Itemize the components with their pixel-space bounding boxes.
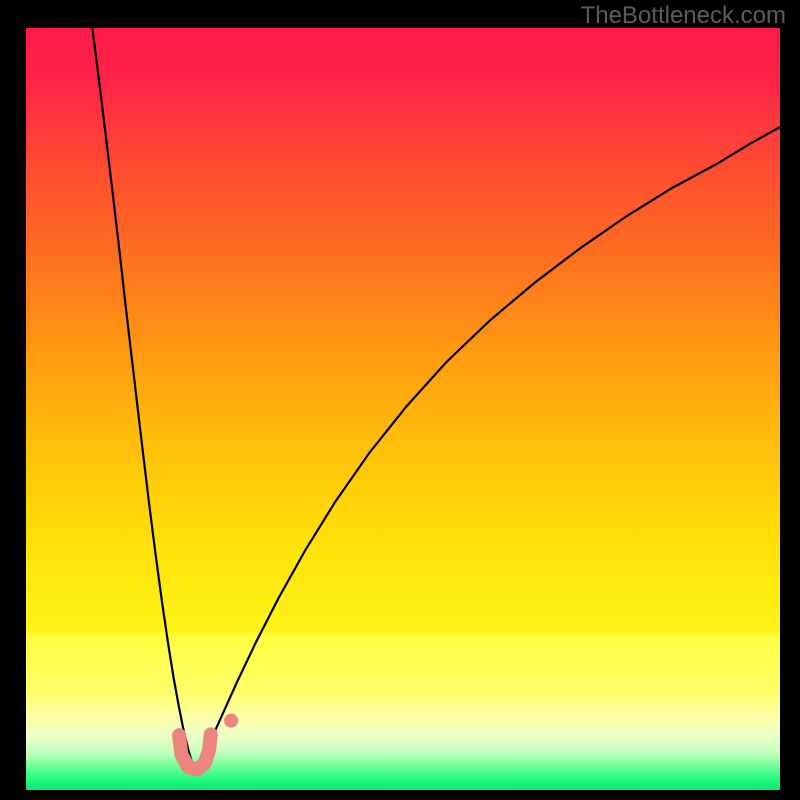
plot-svg [26,28,780,790]
watermark-text: TheBottleneck.com [581,2,786,30]
plot-area [26,28,780,790]
marker-dot [224,714,238,728]
